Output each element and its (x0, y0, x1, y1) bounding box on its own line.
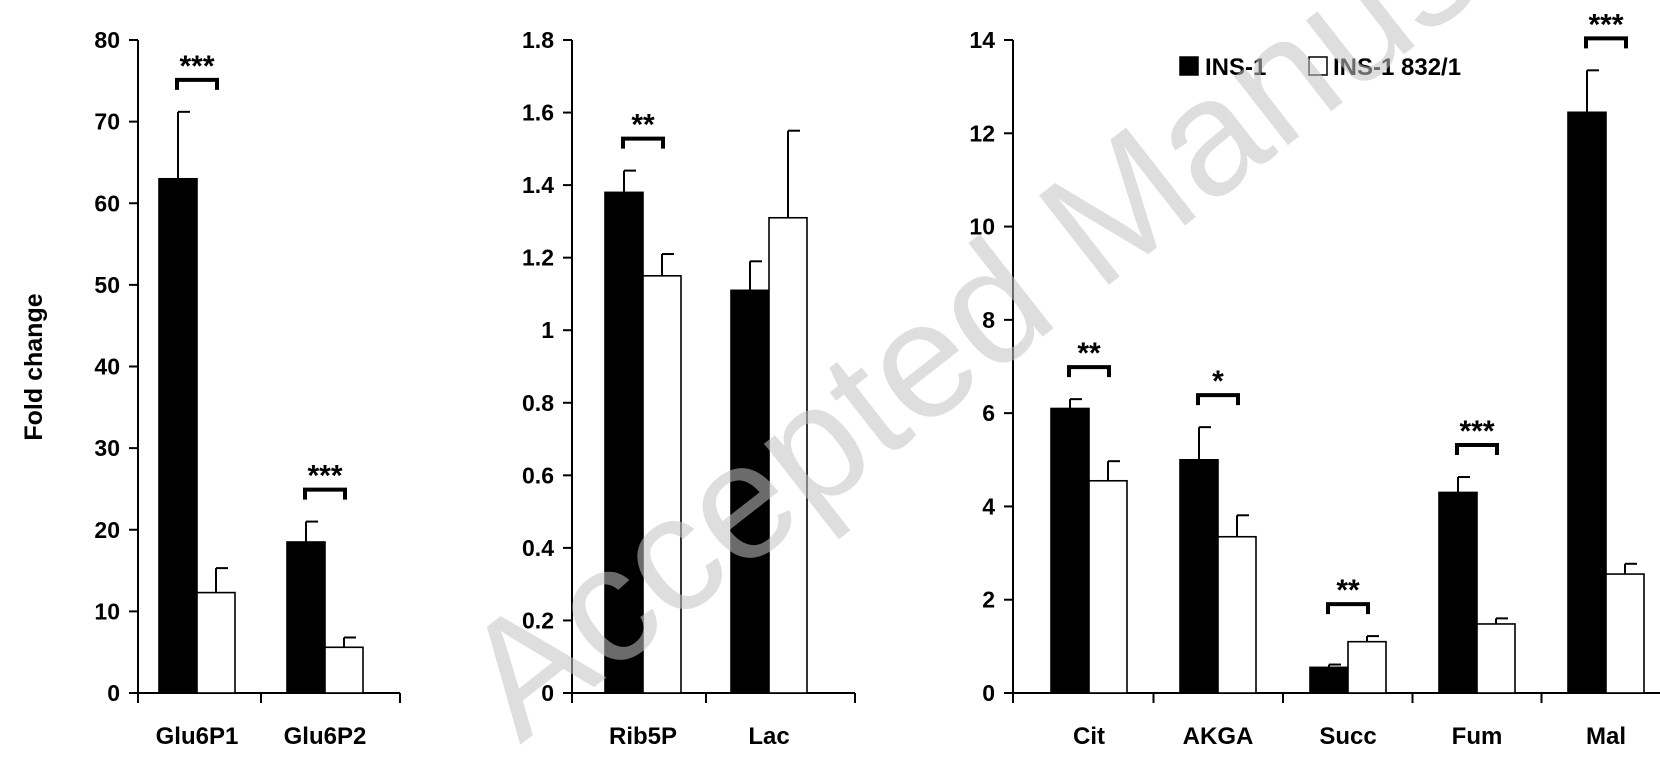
chart2-bar-ins1-832 (642, 275, 682, 694)
chart3-significance-bracket (1584, 36, 1628, 49)
chart2-y-tick-label: 1.8 (522, 27, 554, 53)
chart2-significance-bracket (621, 136, 665, 149)
legend: INS-1 INS-1 832/1 (1179, 54, 1461, 81)
legend-label-ins1-832: INS-1 832/1 (1333, 54, 1461, 81)
chart2-y-tick-label: 0.2 (522, 607, 554, 633)
chart2-y-tick-label: 0.8 (522, 390, 554, 416)
chart3-bar-ins1 (1179, 458, 1219, 694)
chart3-significance-bracket (1196, 393, 1240, 406)
chart3-bar-ins1-832 (1476, 623, 1516, 694)
chart3-bar-ins1 (1567, 111, 1607, 694)
chart1-significance-bracket (303, 487, 347, 500)
chart3-category-label: Mal (1586, 723, 1626, 750)
chart3-significance-label: * (1212, 365, 1224, 398)
chart3-category-label: Fum (1452, 723, 1503, 750)
chart1-significance-label: *** (307, 460, 342, 493)
chart1-y-axis-label: Fold change (20, 293, 48, 440)
chart3-bar-ins1-832 (1217, 535, 1257, 694)
chart2-y-tick-label: 1.2 (522, 245, 554, 271)
chart3-significance-bracket (1067, 365, 1111, 378)
chart3-y-tick-label: 2 (982, 587, 995, 613)
chart1-y-tick-label: 60 (94, 190, 120, 216)
chart3-significance-label: *** (1459, 415, 1494, 448)
chart3-category-label: Succ (1319, 723, 1376, 750)
chart3-y-tick-label: 14 (969, 27, 995, 53)
chart2-y-tick-label: 0.6 (522, 462, 554, 488)
chart3-y-tick-label: 0 (982, 680, 995, 706)
chart1-category-label: Glu6P1 (156, 723, 239, 750)
legend-label-ins1: INS-1 (1205, 54, 1266, 81)
chart1-y-tick-label: 50 (94, 272, 120, 298)
chart3-bar-ins1 (1309, 666, 1349, 694)
chart3-y-tick-label: 8 (982, 307, 995, 333)
chart1-y-tick-label: 80 (94, 27, 120, 53)
chart3-significance-label: ** (1336, 574, 1360, 607)
chart3-significance-bracket (1455, 443, 1499, 456)
legend-swatch-ins1 (1179, 56, 1199, 76)
chart2-y-tick-label: 0.4 (522, 535, 554, 561)
chart2-bar-ins1-832 (768, 216, 808, 694)
chart3-y-tick-label: 10 (969, 214, 995, 240)
chart3-bar-ins1 (1438, 491, 1478, 694)
chart3-y-tick-label: 12 (969, 120, 995, 146)
chart3-bar-ins1-832 (1605, 573, 1645, 694)
chart3-bar-ins1 (1050, 407, 1090, 694)
chart1-category-label: Glu6P2 (284, 723, 367, 750)
chart2-category-label: Rib5P (609, 723, 677, 750)
chart3-significance-label: *** (1588, 8, 1623, 41)
chart2-y-tick-label: 1.4 (522, 172, 554, 198)
chart3-category-label: AKGA (1183, 723, 1254, 750)
chart1-y-tick-label: 0 (107, 680, 120, 706)
chart1-y-tick-label: 10 (94, 598, 120, 624)
charts-layer: 01020304050607080Glu6P1***Glu6P2***Fold … (20, 8, 1660, 750)
chart1-significance-label: *** (179, 50, 214, 83)
chart1-bar-ins1 (286, 541, 326, 694)
chart1-bar-ins1-832 (324, 646, 364, 694)
chart1-bar-ins1-832 (196, 591, 236, 694)
chart3-y-tick-label: 4 (982, 493, 995, 519)
chart3-significance-bracket (1326, 602, 1370, 615)
chart3-y-tick-label: 6 (982, 400, 995, 426)
chart2-y-tick-label: 1 (541, 317, 554, 343)
chart2-significance-label: ** (631, 109, 655, 142)
chart2-bar-ins1 (604, 191, 644, 694)
chart3-category-label: Cit (1073, 723, 1105, 750)
chart2-category-label: Lac (748, 723, 789, 750)
chart2-y-tick-label: 0 (541, 680, 554, 706)
legend-swatch-ins1-832 (1308, 56, 1328, 76)
chart3-significance-label: ** (1077, 337, 1101, 370)
chart1-y-tick-label: 40 (94, 354, 120, 380)
chart1-y-tick-label: 30 (94, 435, 120, 461)
chart1-y-tick-label: 70 (94, 109, 120, 135)
chart3-bar-ins1-832 (1088, 479, 1128, 694)
chart1-significance-bracket (175, 77, 219, 90)
chart3-bar-ins1-832 (1347, 640, 1387, 694)
chart1-y-tick-label: 20 (94, 517, 120, 543)
chart1-bar-ins1 (158, 177, 198, 694)
chart2-y-tick-label: 1.6 (522, 100, 554, 126)
